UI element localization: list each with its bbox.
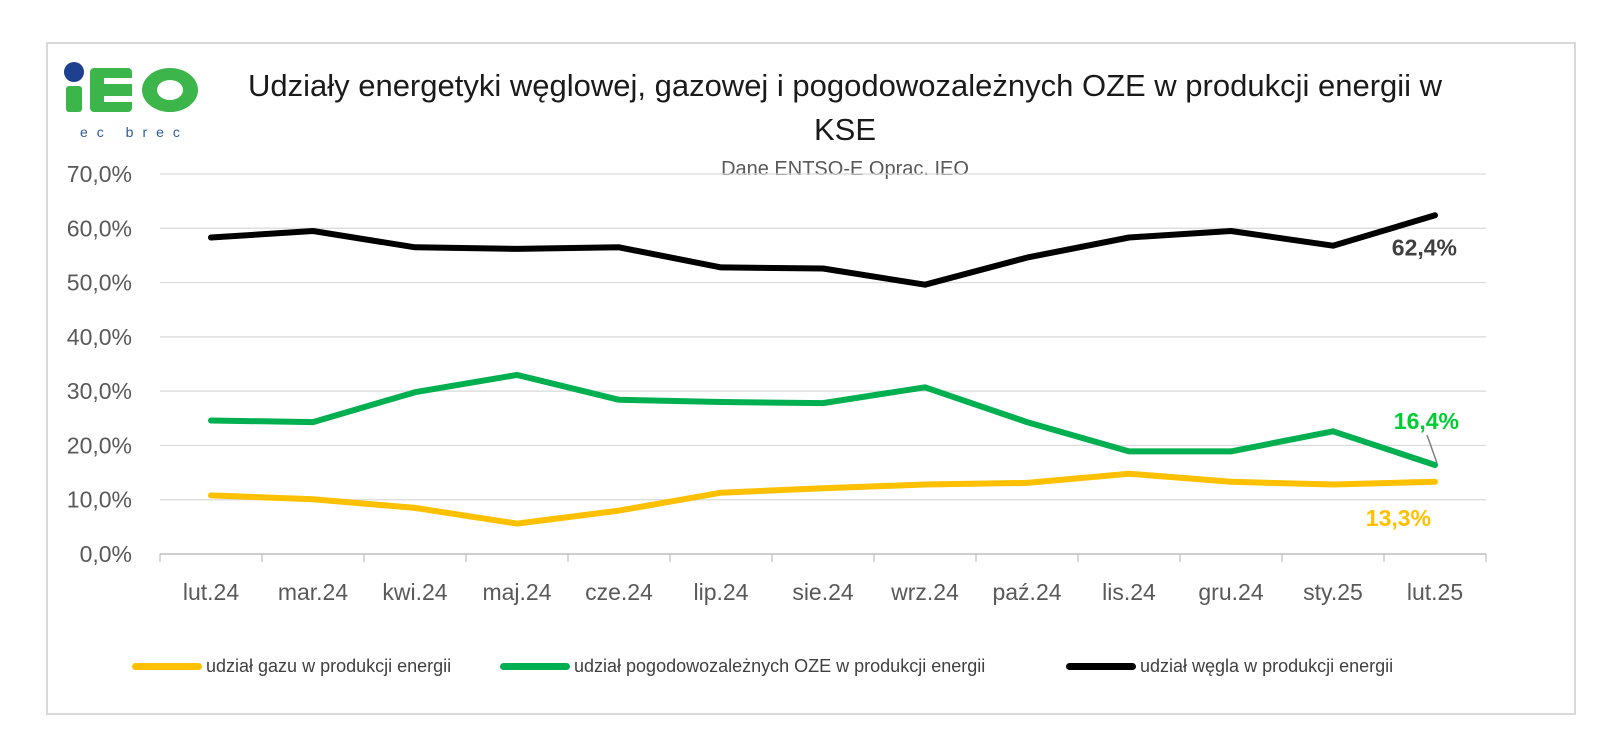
x-tick-label: gru.24 bbox=[1198, 579, 1263, 605]
x-tick-label: maj.24 bbox=[482, 579, 551, 605]
x-tick-label: lip.24 bbox=[694, 579, 749, 605]
y-tick-label: 50,0% bbox=[67, 270, 132, 296]
legend-item-res: udział pogodowozależnych OZE w produkcji… bbox=[500, 654, 985, 678]
legend-swatch-coal bbox=[1066, 662, 1136, 670]
x-tick-label: mar.24 bbox=[278, 579, 349, 605]
legend-item-coal: udział węgla w produkcji energii bbox=[1066, 654, 1393, 678]
series-line-gas bbox=[208, 470, 1438, 527]
y-tick-label: 30,0% bbox=[67, 378, 132, 404]
data-label-leader-line bbox=[1426, 434, 1438, 464]
y-tick-label: 0,0% bbox=[80, 541, 132, 567]
x-tick-label: paź.24 bbox=[992, 579, 1061, 605]
data-label-coal: 62,4% bbox=[1392, 234, 1457, 260]
x-tick-label: cze.24 bbox=[585, 579, 653, 605]
legend-swatch-res bbox=[500, 662, 570, 670]
legend-label-gas: udział gazu w produkcji energii bbox=[206, 655, 452, 676]
y-tick-label: 60,0% bbox=[67, 215, 132, 241]
legend-item-gas: udział gazu w produkcji energii bbox=[132, 654, 451, 678]
legend-label-res: udział pogodowozależnych OZE w produkcji… bbox=[574, 655, 986, 676]
x-tick-label: sty.25 bbox=[1303, 579, 1363, 605]
y-tick-label: 40,0% bbox=[67, 324, 132, 350]
x-tick-label: kwi.24 bbox=[382, 579, 447, 605]
x-tick-label: lis.24 bbox=[1102, 579, 1156, 605]
y-tick-label: 10,0% bbox=[67, 487, 132, 513]
series-line-coal bbox=[208, 212, 1438, 288]
logo-subtext: ec brec bbox=[80, 124, 189, 140]
x-tick-label: lut.25 bbox=[1407, 579, 1463, 605]
series-line-res bbox=[208, 371, 1438, 468]
ieo-logo-icon bbox=[64, 62, 198, 112]
y-tick-label: 20,0% bbox=[67, 432, 132, 458]
y-tick-label: 70,0% bbox=[67, 161, 132, 187]
chart-frame bbox=[46, 42, 1576, 715]
chart-title: Udziały energetyki węglowej, gazowej i p… bbox=[247, 68, 1443, 147]
legend-swatch-gas bbox=[132, 662, 202, 670]
x-tick-label: lut.24 bbox=[183, 579, 239, 605]
x-tick-label: wrz.24 bbox=[890, 579, 959, 605]
x-tick-label: sie.24 bbox=[792, 579, 854, 605]
data-label-res: 16,4% bbox=[1394, 408, 1459, 434]
legend-label-coal: udział węgla w produkcji energii bbox=[1140, 655, 1394, 676]
data-label-gas: 13,3% bbox=[1366, 505, 1431, 531]
